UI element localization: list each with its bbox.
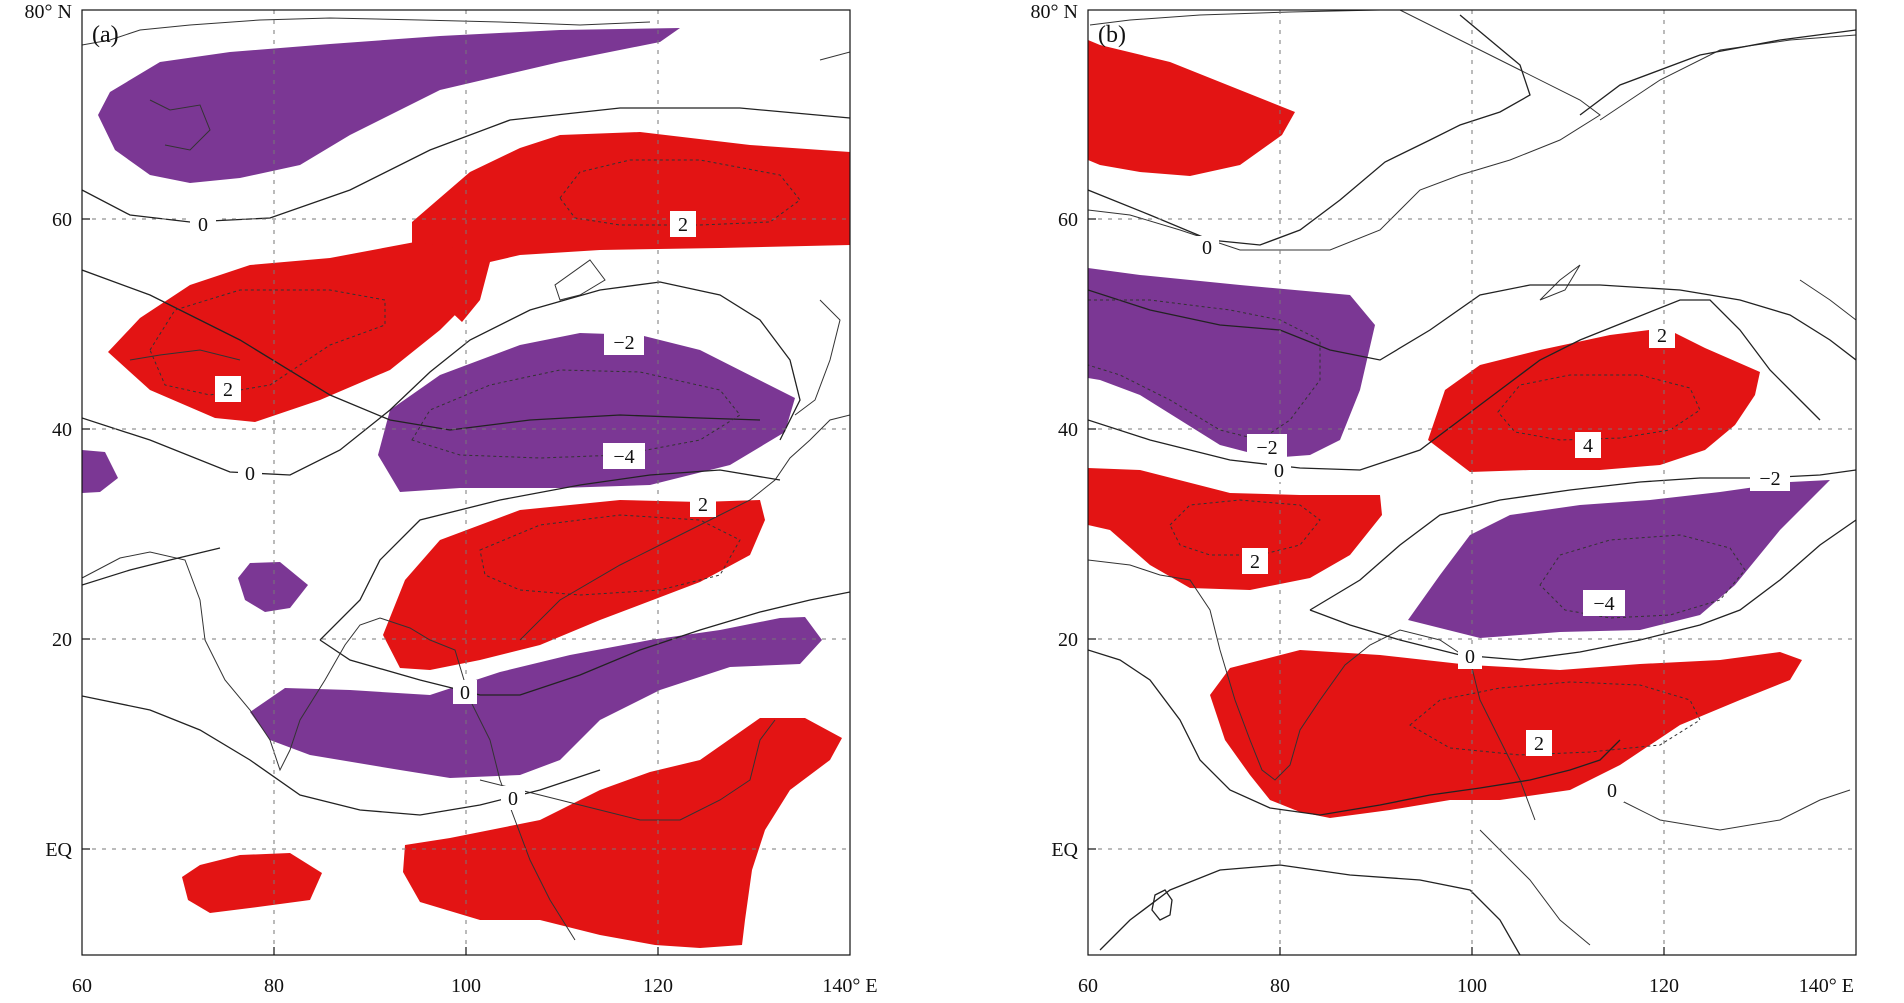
contour-label: 2 [1657, 325, 1667, 347]
contour-label: 2 [678, 214, 688, 236]
coastline [1089, 10, 1381, 26]
coastline [1088, 559, 1536, 821]
x-tick-label: 60 [1078, 975, 1098, 997]
contour-label: 2 [1534, 733, 1544, 755]
contour-label: 0 [245, 463, 255, 485]
contour-line [1088, 649, 1621, 816]
x-tick-label: 120 [643, 975, 673, 997]
positive-region [1210, 650, 1802, 818]
y-tick-label: 80° N [25, 1, 72, 23]
contour-line [1151, 889, 1173, 921]
coastline [1479, 829, 1591, 946]
y-tick-label: 20 [1058, 629, 1078, 651]
contour-label: −4 [613, 446, 634, 468]
contour-label: 0 [198, 214, 208, 236]
positive-region [412, 132, 850, 322]
contour-label: 0 [1465, 646, 1475, 668]
positive-region [1088, 468, 1382, 590]
contour-label: 2 [223, 379, 233, 401]
x-tick-label: 60 [72, 975, 92, 997]
coastline [1539, 264, 1581, 301]
dashed-contour [559, 159, 801, 226]
contour-line [319, 469, 781, 641]
dashed-contour [1169, 499, 1321, 556]
coastline [1599, 34, 1856, 121]
y-tick-label: 20 [52, 629, 72, 651]
contour-label: −2 [1759, 468, 1780, 490]
contour-line [319, 591, 850, 696]
contour-line [82, 547, 221, 586]
negative-region [238, 562, 308, 612]
contour-label: −4 [1593, 593, 1614, 615]
negative-region [1088, 268, 1375, 458]
contour-label: 0 [1607, 780, 1617, 802]
x-tick-label: 100 [451, 975, 481, 997]
y-tick-label: EQ [45, 839, 72, 861]
coastline [519, 414, 850, 641]
x-tick-label: 80 [264, 975, 284, 997]
panel-b: 80° N 60 40 20 EQ 60 80 100 120 140° E (… [1031, 1, 1857, 997]
positive-region [182, 853, 322, 913]
coastline [554, 259, 606, 301]
contour-line [1099, 864, 1521, 955]
contour-label: 2 [1250, 551, 1260, 573]
dashed-contour [1409, 681, 1701, 756]
contour-line [1309, 519, 1856, 661]
contour-line [1579, 29, 1856, 116]
negative-region [1408, 480, 1830, 638]
contour-label: 0 [1274, 460, 1284, 482]
y-tick-label: 40 [52, 419, 72, 441]
positive-region [383, 500, 765, 670]
y-tick-label: 60 [1058, 209, 1078, 231]
panel-label: (a) [92, 22, 119, 48]
coastline [149, 99, 211, 151]
x-tick-label: 140° E [1799, 975, 1854, 997]
y-tick-label: 80° N [1031, 1, 1078, 23]
dashed-contour [149, 289, 386, 396]
panel-a: 80° N 60 40 20 EQ 60 80 100 120 140° E (… [25, 1, 878, 997]
x-tick-label: 140° E [822, 975, 877, 997]
contour-line [82, 269, 761, 431]
contour-line [82, 107, 850, 223]
x-tick-label: 80 [1270, 975, 1290, 997]
contour-label: 0 [460, 682, 470, 704]
positive-region [1428, 328, 1760, 472]
y-tick-label: EQ [1051, 839, 1078, 861]
contour-label: 2 [698, 494, 708, 516]
x-tick-label: 120 [1649, 975, 1679, 997]
contour-label: −2 [613, 332, 634, 354]
positive-region [403, 718, 842, 948]
panel-label: (b) [1098, 22, 1126, 48]
x-tick-label: 100 [1457, 975, 1487, 997]
coastline [794, 299, 841, 416]
coastline [479, 719, 776, 821]
y-tick-label: 40 [1058, 419, 1078, 441]
coastline [819, 51, 850, 61]
contour-label: 4 [1583, 435, 1593, 457]
coastline [1799, 279, 1856, 321]
contour-label: 0 [1202, 237, 1212, 259]
negative-region [98, 28, 680, 183]
positive-region [1088, 40, 1295, 176]
dashed-contour [411, 369, 741, 459]
coastline [1619, 789, 1851, 831]
negative-region [82, 450, 118, 493]
contour-label: −2 [1256, 437, 1277, 459]
positive-region [108, 242, 470, 422]
negative-region [378, 333, 795, 492]
negative-region [250, 617, 822, 778]
coastline [82, 17, 651, 46]
dashed-contour [1497, 374, 1701, 441]
coastline [129, 349, 241, 361]
contour-label: 0 [508, 788, 518, 810]
y-tick-label: 60 [52, 209, 72, 231]
contour-line [1088, 284, 1856, 361]
coastline [82, 551, 576, 941]
